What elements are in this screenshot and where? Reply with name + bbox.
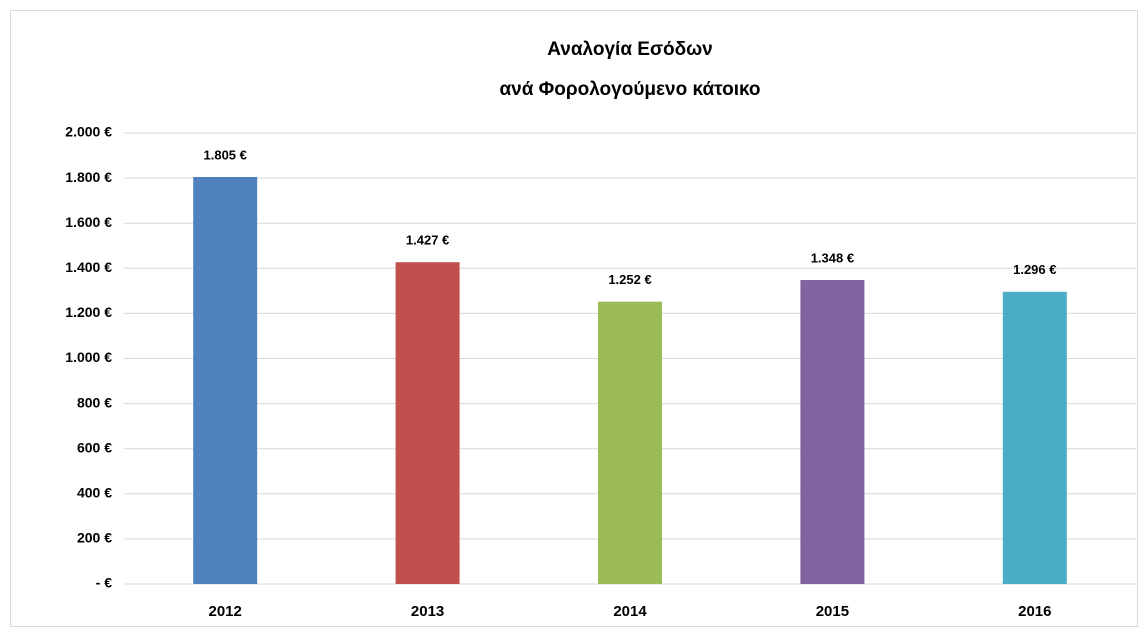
x-tick-label: 2012 (209, 603, 242, 620)
data-label: 1.805 € (204, 147, 247, 162)
bar (1002, 291, 1067, 584)
y-tick-label: 2.000 € (65, 124, 112, 140)
bar (598, 301, 662, 584)
y-tick-label: 1.800 € (65, 169, 112, 185)
bar (193, 176, 258, 584)
data-label: 1.296 € (1013, 262, 1056, 277)
y-tick-label: 200 € (77, 530, 112, 546)
y-tick-label: 400 € (77, 485, 112, 501)
chart-title: ανά Φορολογούμενο κάτοικο (499, 79, 760, 100)
x-tick-label: 2015 (816, 603, 849, 620)
data-label: 1.348 € (811, 250, 854, 265)
y-tick-label: 1.400 € (65, 259, 112, 275)
x-tick-label: 2014 (613, 603, 647, 620)
chart-title: Αναλογία Εσόδων (547, 39, 712, 60)
x-tick-label: 2013 (411, 603, 444, 620)
chart-border (10, 10, 1138, 627)
data-label: 1.252 € (608, 272, 651, 287)
data-label: 1.427 € (406, 233, 449, 248)
bar (800, 280, 865, 584)
y-tick-label: - € (96, 575, 113, 591)
y-tick-label: 1.000 € (65, 349, 112, 365)
bar (395, 262, 460, 584)
x-tick-label: 2016 (1018, 603, 1051, 620)
y-tick-label: 800 € (77, 394, 112, 410)
y-tick-label: 600 € (77, 439, 112, 455)
y-tick-label: 1.200 € (65, 304, 112, 320)
y-tick-label: 1.600 € (65, 214, 112, 230)
